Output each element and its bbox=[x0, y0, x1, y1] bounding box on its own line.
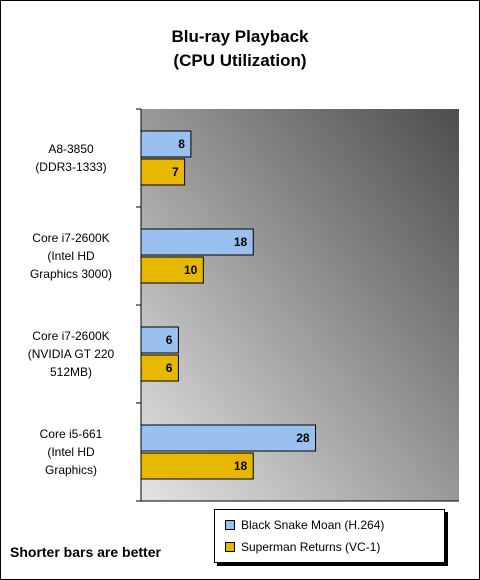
data-label-h264-i7-2600k-nvidia: 6 bbox=[166, 333, 173, 347]
legend-swatch-vc1 bbox=[225, 542, 235, 552]
legend-swatch-h264 bbox=[225, 520, 235, 530]
category-label-line: A8-3850 bbox=[48, 142, 94, 156]
legend: Black Snake Moan (H.264) Superman Return… bbox=[214, 509, 445, 563]
data-label-vc1-i7-2600k-intel-hd: 10 bbox=[184, 263, 198, 277]
category-label-i7-2600k-nvidia: Core i7-2600K (NVIDIA GT 220 512MB) bbox=[5, 327, 137, 381]
category-label-line: Core i5-661 bbox=[39, 427, 103, 441]
bar-vc1-i7-2600k-intel-hd bbox=[140, 256, 204, 284]
chart-title: Blu-ray Playback bbox=[171, 27, 309, 46]
category-label-line: (Intel HD bbox=[47, 445, 95, 459]
category-label-i5-661: Core i5-661 (Intel HD Graphics) bbox=[5, 425, 137, 479]
category-label-line: 512MB) bbox=[49, 365, 93, 379]
bar-vc1-a8-3850 bbox=[140, 158, 186, 186]
category-label-a8-3850: A8-3850 (DDR3-1333) bbox=[5, 140, 137, 176]
data-label-vc1-a8-3850: 7 bbox=[172, 165, 179, 179]
category-label-line: (DDR3-1333) bbox=[35, 160, 107, 174]
bar-vc1-i7-2600k-nvidia bbox=[140, 354, 179, 382]
category-label-line: (Intel HD bbox=[47, 249, 95, 263]
legend-item-h264: Black Snake Moan (H.264) bbox=[225, 516, 384, 534]
data-label-h264-a8-3850: 8 bbox=[178, 137, 185, 151]
data-label-h264-i5-661: 28 bbox=[296, 431, 310, 445]
bar-h264-i5-661 bbox=[140, 424, 317, 452]
bar-vc1-i5-661 bbox=[140, 452, 254, 480]
legend-item-vc1: Superman Returns (VC-1) bbox=[225, 538, 380, 556]
category-label-line: (NVIDIA GT 220 bbox=[27, 347, 115, 361]
bar-group: 8 7 18 10 6 6 28 18 bbox=[140, 130, 317, 480]
category-label-line: Graphics) bbox=[44, 463, 97, 477]
chart-subtitle: (CPU Utilization) bbox=[173, 51, 307, 70]
legend-label-h264: Black Snake Moan (H.264) bbox=[241, 518, 385, 532]
category-label-line: Core i7-2600K bbox=[32, 329, 110, 343]
data-label-vc1-i5-661: 18 bbox=[234, 459, 248, 473]
y-axis-ticks bbox=[136, 108, 141, 502]
bar-h264-i7-2600k-intel-hd bbox=[140, 228, 254, 256]
footer-note: Shorter bars are better bbox=[10, 544, 161, 560]
category-label-line: Core i7-2600K bbox=[32, 231, 110, 245]
category-label-line: Graphics 3000) bbox=[29, 267, 113, 281]
data-label-h264-i7-2600k-intel-hd: 18 bbox=[234, 235, 248, 249]
bar-h264-i7-2600k-nvidia bbox=[140, 326, 179, 354]
bar-h264-a8-3850 bbox=[140, 130, 192, 158]
legend-label-vc1: Superman Returns (VC-1) bbox=[241, 540, 381, 554]
data-label-vc1-i7-2600k-nvidia: 6 bbox=[166, 361, 173, 375]
category-label-i7-2600k-intel-hd: Core i7-2600K (Intel HD Graphics 3000) bbox=[5, 229, 137, 283]
